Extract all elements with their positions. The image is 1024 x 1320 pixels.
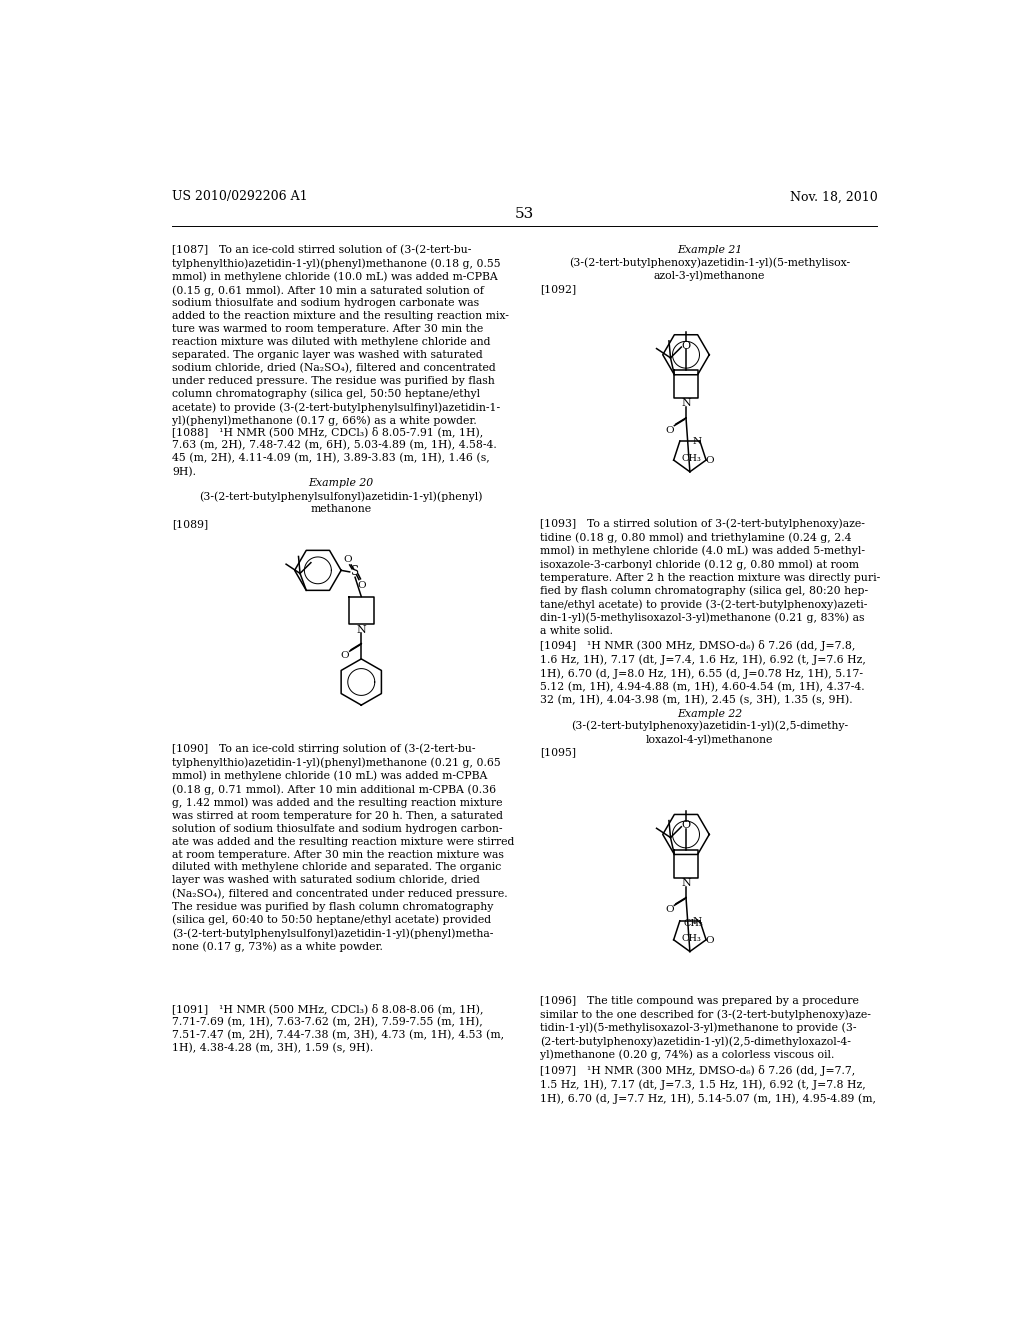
Text: [1094] ¹H NMR (300 MHz, DMSO-d₆) δ 7.26 (dd, J=7.8,
1.6 Hz, 1H), 7.17 (dt, J=7.4: [1094] ¹H NMR (300 MHz, DMSO-d₆) δ 7.26 … xyxy=(541,640,866,705)
Text: (3-(2-tert-butylphenylsulfonyl)azetidin-1-yl)(phenyl)
methanone: (3-(2-tert-butylphenylsulfonyl)azetidin-… xyxy=(200,491,483,515)
Text: O: O xyxy=(706,457,715,466)
Text: Example 21: Example 21 xyxy=(677,244,741,255)
Text: O: O xyxy=(681,341,690,351)
Text: S: S xyxy=(351,565,359,578)
Text: N: N xyxy=(681,878,691,888)
Text: US 2010/0292206 A1: US 2010/0292206 A1 xyxy=(172,190,308,203)
Text: [1095]: [1095] xyxy=(541,747,577,758)
Text: O: O xyxy=(357,581,367,590)
Text: [1091] ¹H NMR (500 MHz, CDCl₃) δ 8.08-8.06 (m, 1H),
7.71-7.69 (m, 1H), 7.63-7.62: [1091] ¹H NMR (500 MHz, CDCl₃) δ 8.08-8.… xyxy=(172,1003,504,1053)
Text: O: O xyxy=(341,651,349,660)
Text: (3-(2-tert-butylphenoxy)azetidin-1-yl)(2,5-dimethy-
loxazol-4-yl)methanone: (3-(2-tert-butylphenoxy)azetidin-1-yl)(2… xyxy=(570,721,848,744)
Text: CH₃: CH₃ xyxy=(684,919,703,928)
Text: (3-(2-tert-butylphenoxy)azetidin-1-yl)(5-methylisox-
azol-3-yl)methanone: (3-(2-tert-butylphenoxy)azetidin-1-yl)(5… xyxy=(568,257,850,281)
Text: Example 20: Example 20 xyxy=(308,478,374,488)
Text: Nov. 18, 2010: Nov. 18, 2010 xyxy=(790,190,878,203)
Text: N: N xyxy=(692,917,701,927)
Text: [1088] ¹H NMR (500 MHz, CDCl₃) δ 8.05-7.91 (m, 1H),
7.63 (m, 2H), 7.48-7.42 (m, : [1088] ¹H NMR (500 MHz, CDCl₃) δ 8.05-7.… xyxy=(172,426,497,477)
Text: [1089]: [1089] xyxy=(172,519,208,529)
Text: [1092]: [1092] xyxy=(541,284,577,294)
Text: O: O xyxy=(681,820,690,830)
Text: O: O xyxy=(343,556,351,564)
Text: N: N xyxy=(681,399,691,408)
Text: [1087] To an ice-cold stirred solution of (3-(2-tert-bu-
tylphenylthio)azetidin-: [1087] To an ice-cold stirred solution o… xyxy=(172,244,509,426)
Text: CH₃: CH₃ xyxy=(681,933,701,942)
Text: [1090] To an ice-cold stirring solution of (3-(2-tert-bu-
tylphenylthio)azetidin: [1090] To an ice-cold stirring solution … xyxy=(172,743,514,952)
Text: N: N xyxy=(692,437,701,446)
Text: O: O xyxy=(706,936,715,945)
Text: [1097] ¹H NMR (300 MHz, DMSO-d₆) δ 7.26 (dd, J=7.7,
1.5 Hz, 1H), 7.17 (dt, J=7.3: [1097] ¹H NMR (300 MHz, DMSO-d₆) δ 7.26 … xyxy=(541,1065,877,1104)
Text: 53: 53 xyxy=(515,207,535,220)
Text: O: O xyxy=(666,906,674,915)
Text: Example 22: Example 22 xyxy=(677,709,741,719)
Text: N: N xyxy=(356,624,367,635)
Text: [1096] The title compound was prepared by a procedure
similar to the one describ: [1096] The title compound was prepared b… xyxy=(541,997,871,1060)
Text: [1093] To a stirred solution of 3-(2-tert-butylphenoxy)aze-
tidine (0.18 g, 0.80: [1093] To a stirred solution of 3-(2-ter… xyxy=(541,519,881,636)
Text: CH₃: CH₃ xyxy=(681,454,701,463)
Text: O: O xyxy=(666,426,674,434)
